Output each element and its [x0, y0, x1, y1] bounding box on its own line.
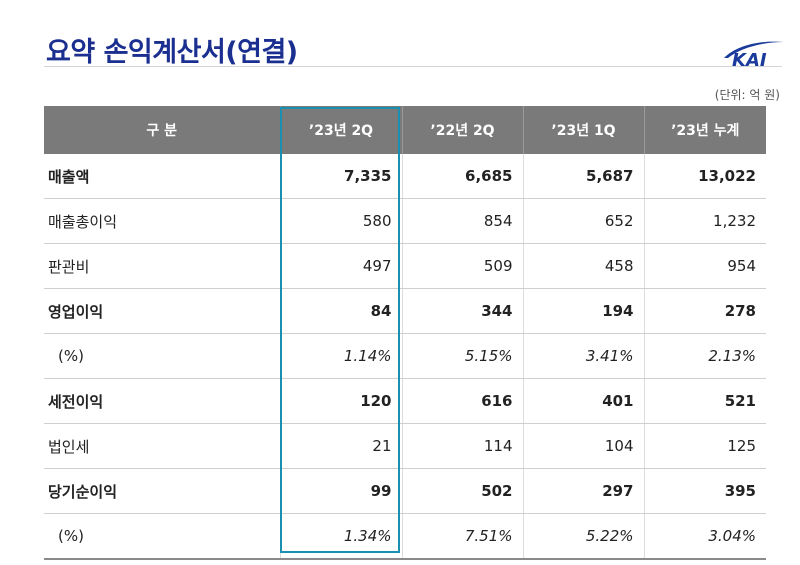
row-value: 395 [644, 468, 766, 514]
row-value: 6,685 [402, 154, 524, 199]
table-row: (%) 1.34% 7.51% 5.22% 3.04% [44, 513, 766, 560]
row-label: (%) [44, 513, 281, 560]
row-value: 502 [402, 468, 524, 514]
header-23-2q: ’23년 2Q [280, 106, 403, 154]
row-label: 당기순이익 [44, 468, 281, 514]
header-category: 구 분 [44, 106, 281, 154]
row-label: 판관비 [44, 243, 281, 289]
header-23-ytd: ’23년 누계 [644, 106, 766, 154]
row-value: 5.15% [402, 333, 524, 379]
row-value: 5.22% [523, 513, 645, 560]
income-statement-table: 구 분 ’23년 2Q ’22년 2Q ’23년 1Q ’23년 누계 매출액 7… [44, 106, 766, 560]
row-value: 652 [523, 198, 645, 244]
table-row: 영업이익 84 344 194 278 [44, 288, 766, 334]
row-value: 1.14% [280, 333, 403, 379]
row-value: 13,022 [644, 154, 766, 199]
table-row: 매출액 7,335 6,685 5,687 13,022 [44, 154, 766, 199]
row-value: 5,687 [523, 154, 645, 199]
row-value: 344 [402, 288, 524, 334]
row-value: 1.34% [280, 513, 403, 560]
header-23-1q: ’23년 1Q [523, 106, 645, 154]
kai-logo: KAI [724, 41, 784, 68]
row-value: 509 [402, 243, 524, 289]
row-value: 7,335 [280, 154, 403, 199]
row-value: 297 [523, 468, 645, 514]
row-value: 854 [402, 198, 524, 244]
row-label: 매출액 [44, 154, 281, 199]
row-value: 125 [644, 423, 766, 469]
header-22-2q: ’22년 2Q [402, 106, 524, 154]
title-divider [44, 66, 782, 67]
row-value: 114 [402, 423, 524, 469]
row-value: 2.13% [644, 333, 766, 379]
table-header-row: 구 분 ’23년 2Q ’22년 2Q ’23년 1Q ’23년 누계 [44, 106, 766, 154]
row-label: 매출총이익 [44, 198, 281, 244]
unit-note: (단위: 억 원) [714, 88, 780, 102]
page-title: 요약 손익계산서(연결) [46, 37, 298, 68]
table-row: 세전이익 120 616 401 521 [44, 378, 766, 424]
row-value: 954 [644, 243, 766, 289]
row-value: 194 [523, 288, 645, 334]
row-value: 7.51% [402, 513, 524, 560]
row-label: 세전이익 [44, 378, 281, 424]
row-label: 법인세 [44, 423, 281, 469]
logo-text: KAI [732, 50, 767, 68]
row-label: (%) [44, 333, 281, 379]
row-value: 521 [644, 378, 766, 424]
row-value: 99 [280, 468, 403, 514]
row-value: 3.41% [523, 333, 645, 379]
table-row: 법인세 21 114 104 125 [44, 423, 766, 469]
table-row: (%) 1.14% 5.15% 3.41% 2.13% [44, 333, 766, 379]
row-value: 497 [280, 243, 403, 289]
table-row: 당기순이익 99 502 297 395 [44, 468, 766, 514]
row-value: 3.04% [644, 513, 766, 560]
row-value: 616 [402, 378, 524, 424]
row-value: 401 [523, 378, 645, 424]
logo-swoosh-icon [724, 41, 784, 58]
row-value: 21 [280, 423, 403, 469]
row-value: 458 [523, 243, 645, 289]
row-label: 영업이익 [44, 288, 281, 334]
table-row: 판관비 497 509 458 954 [44, 243, 766, 289]
row-value: 1,232 [644, 198, 766, 244]
row-value: 278 [644, 288, 766, 334]
row-value: 580 [280, 198, 403, 244]
row-value: 84 [280, 288, 403, 334]
table-row: 매출총이익 580 854 652 1,232 [44, 198, 766, 244]
row-value: 120 [280, 378, 403, 424]
row-value: 104 [523, 423, 645, 469]
